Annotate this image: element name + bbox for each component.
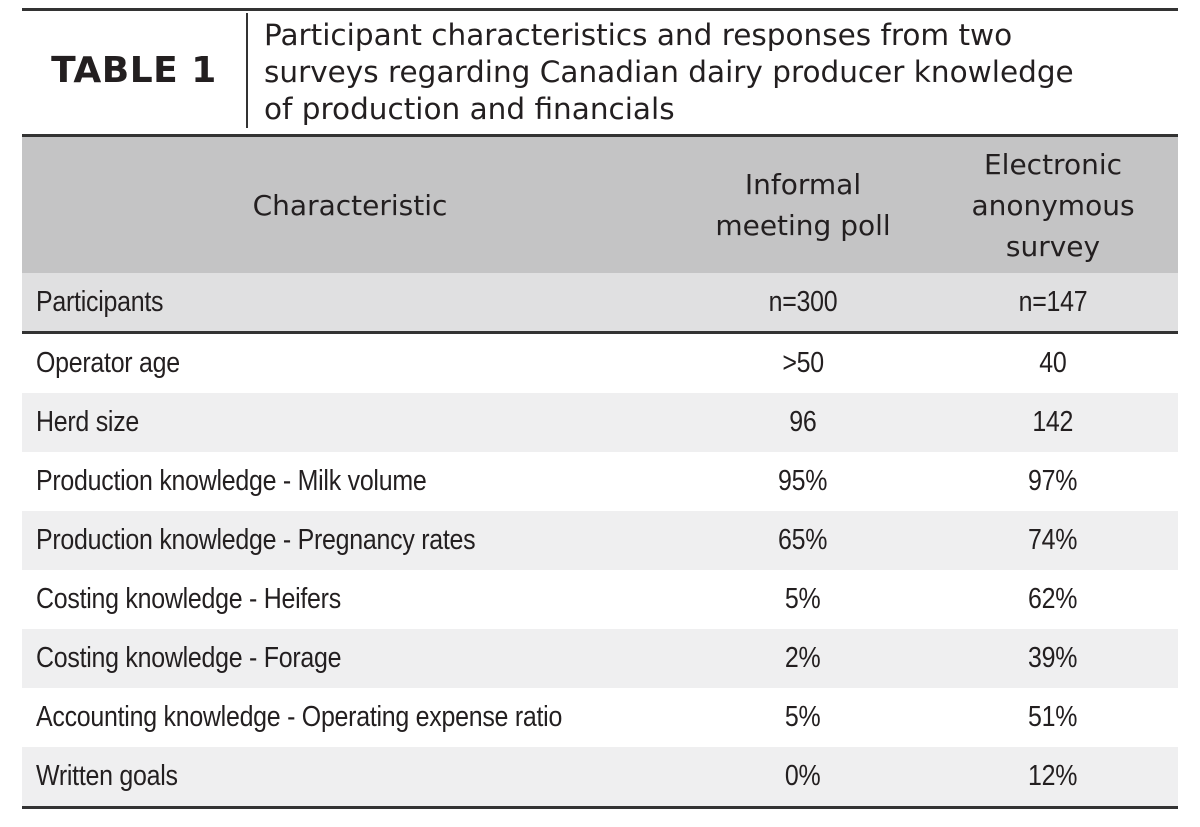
electronic-value-cell: 97% [928, 452, 1178, 511]
table-number-label: TABLE 1 [22, 13, 248, 128]
informal-value-cell: >50 [678, 332, 928, 393]
electronic-value: 39% [1028, 642, 1078, 674]
informal-value: 5% [785, 583, 821, 615]
table-row: Production knowledge - Pregnancy rates 6… [22, 511, 1178, 570]
caption-line: surveys regarding Canadian dairy produce… [264, 55, 1074, 89]
column-header-electronic: Electronic anonymous survey [928, 137, 1178, 273]
table-number-text: TABLE 1 [51, 50, 217, 91]
electronic-value: 51% [1028, 701, 1078, 733]
table-title-block: TABLE 1 Participant characteristics and … [22, 8, 1178, 137]
informal-value-cell: 0% [678, 747, 928, 809]
electronic-value-cell: 40 [928, 332, 1178, 393]
row-label: Costing knowledge - Forage [36, 642, 342, 674]
informal-value: 95% [778, 465, 828, 497]
electronic-value: 74% [1028, 524, 1078, 556]
electronic-value: 62% [1028, 583, 1078, 615]
informal-value-cell: 95% [678, 452, 928, 511]
electronic-value: 142 [1032, 406, 1074, 438]
header-row: Characteristic Informal meeting poll Ele… [22, 137, 1178, 273]
informal-value: >50 [782, 347, 824, 379]
electronic-value-cell: 62% [928, 570, 1178, 629]
electronic-value-cell: n=147 [928, 273, 1178, 334]
row-label: Herd size [36, 406, 140, 438]
row-label: Production knowledge - Pregnancy rates [36, 524, 476, 556]
informal-value: 96 [789, 406, 817, 438]
informal-value-cell: 65% [678, 511, 928, 570]
table-row: Costing knowledge - Heifers 5% 62% [22, 570, 1178, 629]
row-label-cell: Production knowledge - Milk volume [22, 452, 678, 511]
column-header-electronic-line: survey [1005, 229, 1101, 263]
row-label-cell: Costing knowledge - Forage [22, 629, 678, 688]
row-label: Costing knowledge - Heifers [36, 583, 341, 615]
data-table: Characteristic Informal meeting poll Ele… [22, 137, 1178, 809]
column-header-informal-line: meeting poll [715, 209, 891, 242]
table-row: Production knowledge - Milk volume 95% 9… [22, 452, 1178, 511]
row-label: Written goals [36, 760, 178, 792]
column-header-informal-line: Informal [744, 168, 862, 201]
table-row: Costing knowledge - Forage 2% 39% [22, 629, 1178, 688]
caption-line: Participant characteristics and response… [264, 18, 1013, 52]
table-row: Accounting knowledge - Operating expense… [22, 688, 1178, 747]
electronic-value: 40 [1039, 347, 1067, 379]
table-figure: TABLE 1 Participant characteristics and … [22, 8, 1178, 809]
table-row: Herd size 96 142 [22, 393, 1178, 452]
row-label: Accounting knowledge - Operating expense… [36, 701, 563, 733]
electronic-value: 97% [1028, 465, 1078, 497]
caption-line: of production and financials [264, 92, 675, 126]
electronic-value-cell: 12% [928, 747, 1178, 809]
table-caption: Participant characteristics and response… [248, 11, 1178, 134]
informal-value: 0% [785, 760, 821, 792]
column-header-characteristic: Characteristic [22, 137, 678, 273]
electronic-value: 12% [1028, 760, 1078, 792]
informal-value-cell: 5% [678, 570, 928, 629]
row-label: Participants [36, 285, 164, 318]
row-label: Operator age [36, 347, 180, 379]
column-header-electronic-line: Electronic [983, 147, 1123, 181]
informal-value-cell: 2% [678, 629, 928, 688]
informal-value-cell: n=300 [678, 273, 928, 334]
column-header-informal: Informal meeting poll [678, 137, 928, 273]
electronic-value-cell: 74% [928, 511, 1178, 570]
informal-value: 2% [785, 642, 821, 674]
row-label-cell: Operator age [22, 332, 678, 393]
row-label-cell: Accounting knowledge - Operating expense… [22, 688, 678, 747]
row-label: Production knowledge - Milk volume [36, 465, 427, 497]
table-row: Written goals 0% 12% [22, 747, 1178, 809]
table-row: Operator age >50 40 [22, 332, 1178, 393]
row-label-cell: Herd size [22, 393, 678, 452]
row-label-cell: Written goals [22, 747, 678, 809]
electronic-value-cell: 142 [928, 393, 1178, 452]
informal-value-cell: 5% [678, 688, 928, 747]
row-label-cell: Costing knowledge - Heifers [22, 570, 678, 629]
informal-value-cell: 96 [678, 393, 928, 452]
column-header-electronic-line: anonymous [971, 188, 1135, 222]
informal-value: 65% [778, 524, 828, 556]
electronic-value: n=147 [1018, 285, 1088, 318]
electronic-value-cell: 51% [928, 688, 1178, 747]
informal-value: 5% [785, 701, 821, 733]
informal-value: n=300 [768, 285, 838, 318]
column-header-characteristic-text: Characteristic [252, 188, 448, 222]
row-label-cell: Participants [22, 273, 678, 334]
table-row: Participants n=300 n=147 [22, 273, 1178, 334]
electronic-value-cell: 39% [928, 629, 1178, 688]
row-label-cell: Production knowledge - Pregnancy rates [22, 511, 678, 570]
